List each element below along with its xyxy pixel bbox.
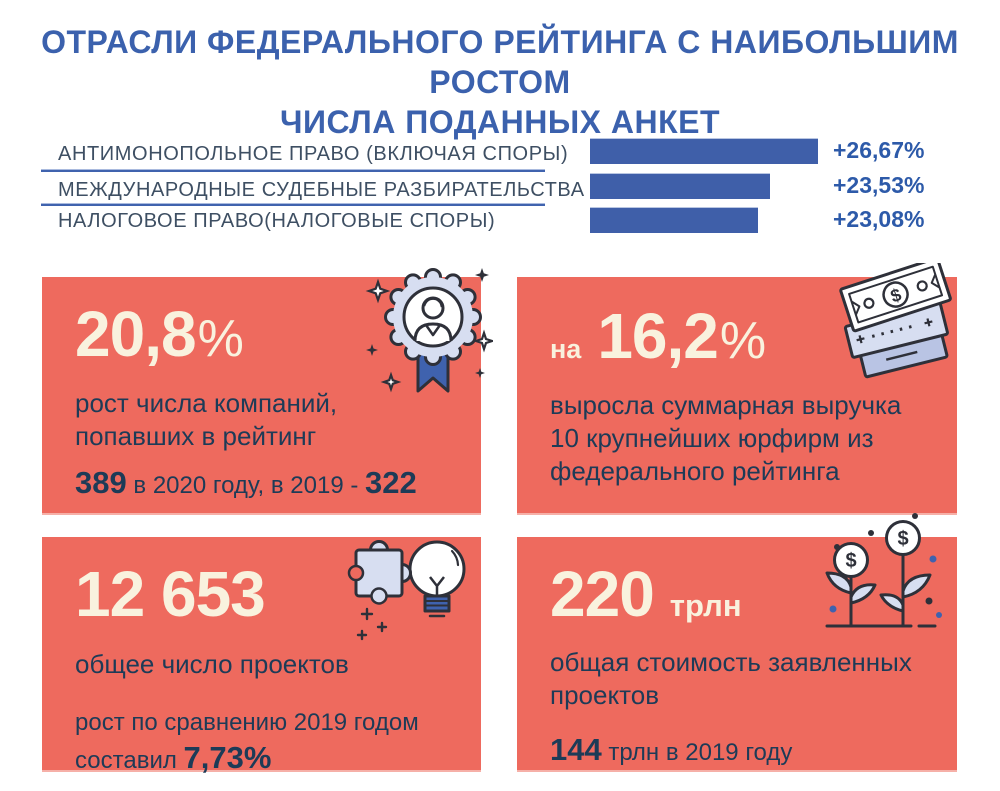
card-revenue-growth: $ на 16,2% выросла суммарная выручка 10 … [517,263,957,513]
page-title-line2: ЧИСЛА ПОДАННЫХ АНКЕТ [279,104,721,140]
big-number-unit: трлн [669,588,742,623]
lead-word: на [550,334,582,364]
card-stat: рост по сравнению 2019 годом составил 7,… [75,709,419,776]
big-number: 12 653 [75,558,266,630]
percent-sign: % [197,310,244,368]
card-description: выросла суммарная выручка 10 крупнейших … [550,390,902,487]
bar-value: +26,67% [833,137,925,163]
big-number-row: 220 трлн [550,558,945,630]
card-description: общее число проектов [75,649,349,680]
idea-puzzle-bulb-icon [347,540,466,641]
big-number: 20,8 [75,298,197,370]
money-banknotes-icon: $ [839,263,952,379]
bar-category-label: НАЛОГОВОЕ ПРАВО(НАЛОГОВЫЕ СПОРЫ) [58,210,496,232]
big-number: 220 [550,558,655,630]
card-total-projects: 12 653 общее число проектов рост по срав… [42,537,481,775]
card-companies-growth: 20,8% рост числа компаний, попавших в ре… [42,268,493,513]
svg-text:$: $ [845,550,856,572]
stat-growth-percent: 7,73% [183,740,272,776]
bar-international-litigation [590,173,770,199]
bar-value: +23,08% [833,206,925,232]
page-title: ОТРАСЛИ ФЕДЕРАЛЬНОГО РЕЙТИНГА С НАИБОЛЬШ… [0,22,1000,142]
money-plant-icon: $ $ [825,513,942,628]
svg-text:$: $ [897,528,908,550]
bar-category-label: АНТИМОНОПОЛЬНОЕ ПРАВО (ВКЛЮЧАЯ СПОРЫ) [58,143,569,165]
big-number-row: 12 653 [75,558,469,630]
divider-line [41,169,545,172]
award-medal-icon [365,268,493,393]
big-number-row: на 16,2% [550,300,945,372]
stat-value-2019: 144 [550,732,602,768]
bar-antitrust [590,138,818,164]
big-number: 16,2 [597,300,719,372]
page-title-line1: ОТРАСЛИ ФЕДЕРАЛЬНОГО РЕЙТИНГА С НАИБОЛЬШ… [41,24,959,100]
card-projects-value: $ $ 220 трлн общая стоимость заявленных … [517,513,957,770]
big-number-row: 20,8% [75,298,469,370]
card-stat: 389 в 2020 году, в 2019 - 322 [75,465,417,501]
bar-category-label: МЕЖДУНАРОДНЫЕ СУДЕБНЫЕ РАЗБИРАТЕЛЬСТВА [58,179,585,201]
stat-value-2020: 389 [75,465,127,501]
percent-sign: % [719,312,767,370]
bar-value: +23,53% [833,172,925,198]
card-stat: 144 трлн в 2019 году [550,732,793,768]
divider-line [41,203,545,206]
card-description: общая стоимость заявленных проектов [550,647,912,711]
bar-tax-law [590,207,758,233]
card-description: рост числа компаний, попавших в рейтинг [75,388,338,452]
stat-value-2019: 322 [365,465,417,501]
